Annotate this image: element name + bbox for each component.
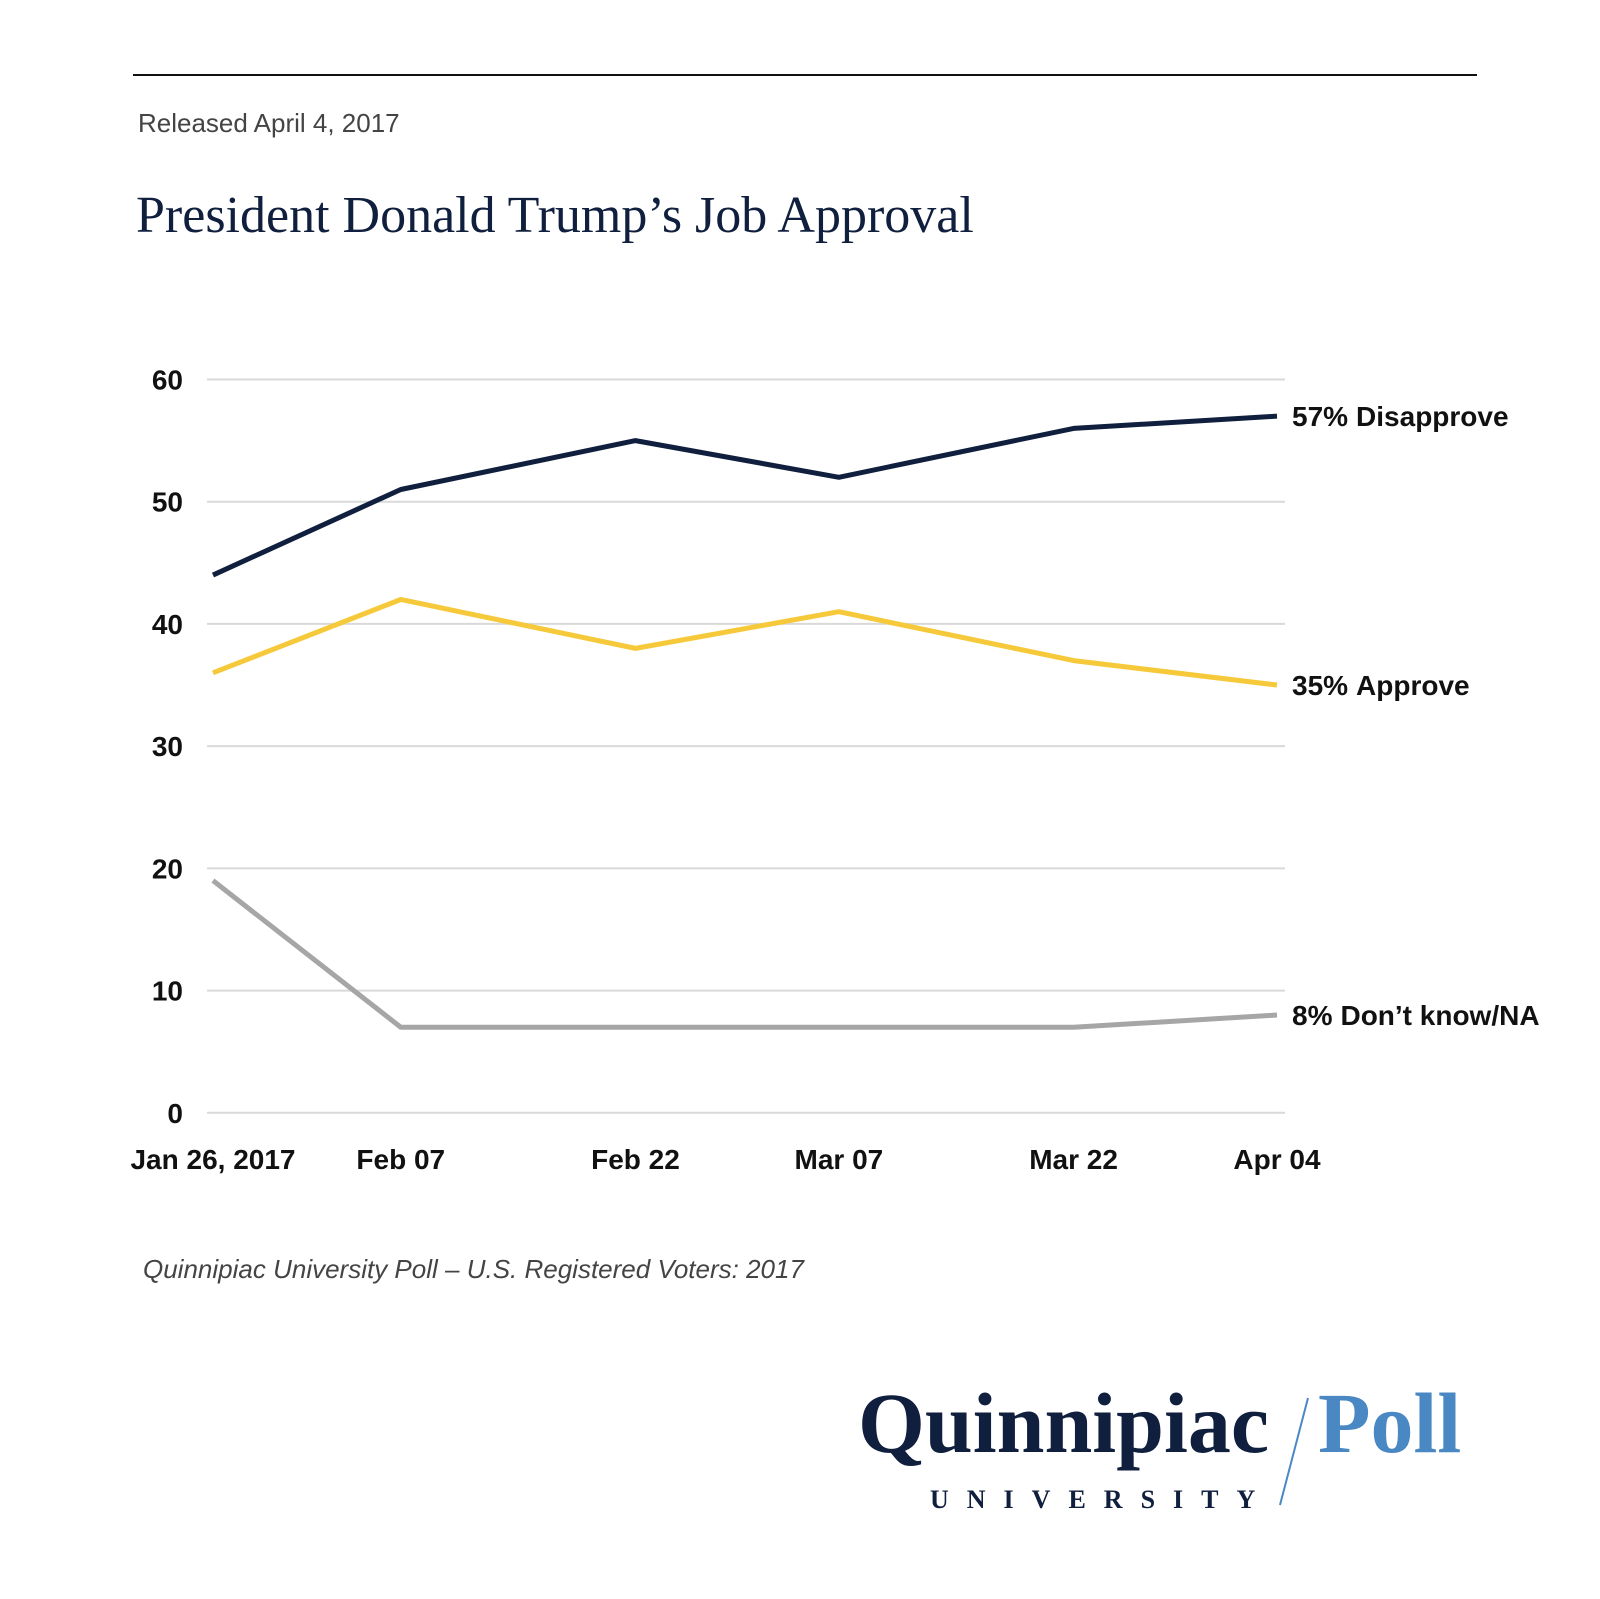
series-line [211,413,1278,578]
series-name: Don’t know/NA [1340,1000,1539,1031]
series-name: Approve [1356,670,1470,701]
logo-university: UNIVERSITY [930,1485,1273,1514]
release-date: Released April 4, 2017 [138,108,400,138]
chart-title: President Donald Trump’s Job Approval [136,187,974,244]
end-value-label: 57% [1292,401,1348,432]
logo-poll: Poll [1318,1375,1461,1471]
x-tick-label: Mar 22 [1029,1144,1118,1175]
y-tick-label: 50 [152,487,183,518]
y-tick-label: 30 [152,731,183,762]
x-tick-label: Apr 04 [1233,1144,1321,1175]
end-label: 35% Approve [1292,670,1470,701]
x-tick-label: Mar 07 [795,1144,884,1175]
y-tick-label: 10 [152,976,183,1007]
y-tick-label: 20 [152,853,183,884]
series-line [211,878,1278,1030]
x-tick-label: Jan 26, 2017 [130,1144,295,1175]
logo-slash [1279,1397,1309,1506]
series-line [212,596,1278,688]
end-value-label: 35% [1292,670,1348,701]
logo-name: Quinnipiac [858,1375,1269,1471]
end-label: 57% Disapprove [1292,401,1509,432]
y-tick-label: 60 [152,365,183,396]
y-tick-label: 40 [152,609,183,640]
y-tick-label: 0 [167,1098,183,1129]
end-label: 8% Don’t know/NA [1292,1000,1540,1031]
series-name: Disapprove [1356,401,1509,432]
x-tick-label: Feb 07 [356,1144,445,1175]
source-note: Quinnipiac University Poll – U.S. Regist… [143,1254,805,1284]
x-tick-label: Feb 22 [591,1144,680,1175]
end-value-label: 8% [1292,1000,1333,1031]
logo: Quinnipiac Poll UNIVERSITY [858,1375,1461,1514]
